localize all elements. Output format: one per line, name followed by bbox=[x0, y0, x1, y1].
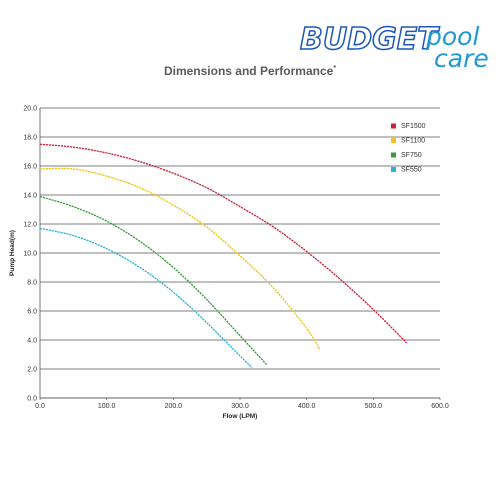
legend-label: SF1500 bbox=[401, 123, 426, 130]
series-line-sf1100 bbox=[39, 167, 321, 351]
x-tick-labels: 0.0 100.0 200.0 300.0 400.0 500.0 600.0 bbox=[35, 403, 449, 410]
logo-word-pool: pool bbox=[426, 22, 480, 51]
legend: SF1500 SF1100 SF750 SF550 bbox=[391, 123, 426, 174]
x-tick-label: 300.0 bbox=[231, 403, 249, 410]
x-tick-label: 0.0 bbox=[35, 403, 45, 410]
logo-word-budget: BUDGET bbox=[299, 21, 438, 58]
y-tick-label: 12.0 bbox=[23, 222, 37, 229]
series-line-sf550 bbox=[39, 227, 253, 369]
y-tick-label: 0.0 bbox=[27, 396, 37, 403]
legend-swatch bbox=[391, 123, 396, 129]
page-title-mark: * bbox=[333, 65, 337, 72]
y-tick-label: 8.0 bbox=[27, 280, 37, 287]
x-tick-label: 600.0 bbox=[431, 403, 449, 410]
page-title: Dimensions and Performance* bbox=[0, 64, 500, 78]
y-tick-label: 4.0 bbox=[27, 338, 37, 345]
axes bbox=[39, 108, 441, 400]
y-tick-label: 6.0 bbox=[27, 309, 37, 316]
y-tick-label: 20.0 bbox=[23, 106, 37, 113]
legend-swatch bbox=[391, 152, 396, 158]
x-tick-label: 500.0 bbox=[365, 403, 383, 410]
legend-label: SF550 bbox=[401, 167, 422, 174]
y-tick-label: 14.0 bbox=[23, 193, 37, 200]
y-tick-label: 2.0 bbox=[27, 367, 37, 374]
x-tick-label: 200.0 bbox=[165, 403, 183, 410]
x-tick-label: 100.0 bbox=[98, 403, 116, 410]
y-tick-labels: 0.0 2.0 4.0 6.0 8.0 10.0 12.0 14.0 16.0 18.0 20.0 bbox=[23, 106, 37, 403]
legend-label: SF750 bbox=[401, 152, 422, 159]
legend-swatch bbox=[391, 167, 396, 172]
logo-word-care: care bbox=[434, 44, 489, 73]
legend-label: SF1100 bbox=[401, 138, 425, 145]
page-title-text: Dimensions and Performance bbox=[163, 64, 334, 78]
y-tick-label: 16.0 bbox=[23, 164, 37, 171]
y-tick-label: 10.0 bbox=[23, 251, 37, 258]
series-line-sf1500 bbox=[39, 143, 408, 344]
x-tick-label: 400.0 bbox=[298, 403, 316, 410]
legend-swatch bbox=[391, 138, 396, 143]
brand-logo: BUDGET pool care bbox=[299, 20, 490, 73]
y-tick-label: 18.0 bbox=[23, 135, 37, 142]
series-line-sf750 bbox=[39, 195, 268, 366]
x-axis-label: Flow (LPM) bbox=[223, 413, 258, 420]
y-axis-label: Pump Head(m) bbox=[9, 230, 16, 276]
series-lines bbox=[39, 143, 408, 369]
